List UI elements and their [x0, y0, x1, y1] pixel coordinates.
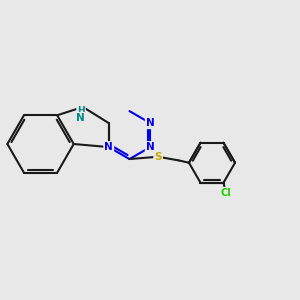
Text: N: N	[146, 118, 154, 128]
Text: S: S	[154, 152, 162, 162]
Text: N: N	[146, 142, 154, 152]
Text: H: H	[77, 106, 85, 115]
Text: N: N	[104, 142, 113, 152]
Text: N: N	[76, 113, 85, 123]
Text: Cl: Cl	[220, 188, 231, 198]
